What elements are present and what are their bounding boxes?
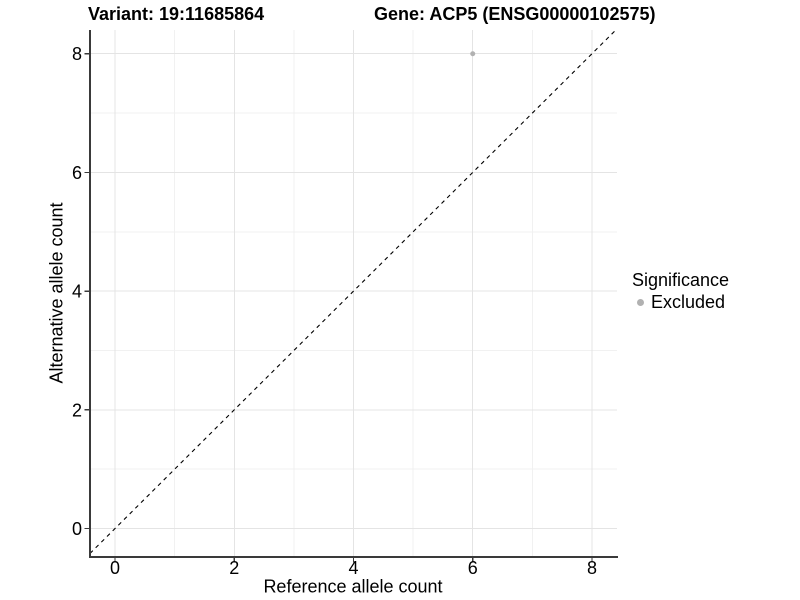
plot-title-gene: Gene: ACP5 (ENSG00000102575) [374,4,656,24]
legend: Significance Excluded [632,270,729,313]
x-tick-label: 6 [468,558,478,578]
x-tick-label: 4 [348,558,358,578]
y-tick-label: 2 [72,400,82,420]
x-tick-label: 8 [587,558,597,578]
legend-title: Significance [632,270,730,290]
legend-entry-excluded: Excluded [632,292,729,313]
excluded-point-icon [637,299,644,306]
x-axis-label: Reference allele count [263,576,443,597]
x-tick-label: 0 [110,558,120,578]
plot-title-variant: Variant: 19:11685864 [88,4,265,24]
y-tick-label: 6 [72,163,82,183]
x-tick-label: 2 [229,558,239,578]
identity-dashed-line [89,29,617,554]
y-tick-label: 8 [72,44,82,64]
data-point-excluded [470,51,476,57]
y-tick-label: 0 [72,519,82,539]
legend-entry-label: Excluded [651,292,726,312]
y-axis-label: Alternative allele count [46,202,67,384]
y-tick-label: 4 [72,282,82,302]
